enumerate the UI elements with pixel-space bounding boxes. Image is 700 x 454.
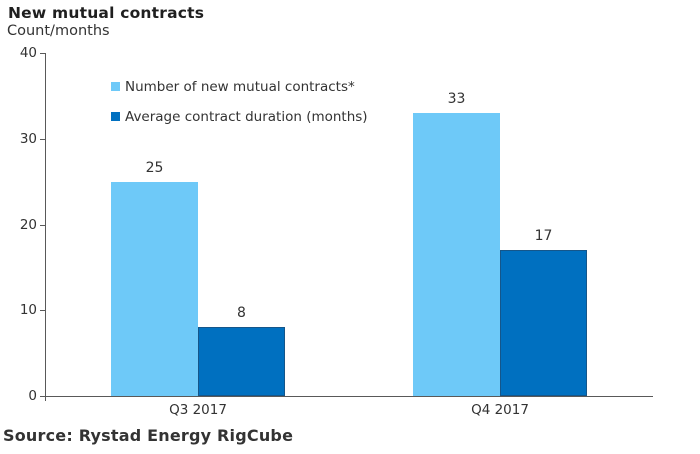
- y-axis-line: [45, 53, 46, 401]
- y-tick-mark-10: [40, 310, 45, 312]
- value-label-q4-2017-series1: 33: [447, 91, 466, 108]
- y-tick-mark-30: [40, 138, 45, 140]
- y-tick-label-40: 40: [19, 45, 37, 61]
- x-axis-label-q4-2017: Q4 2017: [471, 402, 529, 418]
- y-tick-label-30: 30: [19, 130, 37, 147]
- bar-q3-2017-series1: [111, 181, 198, 396]
- y-tick-label-0: 0: [28, 388, 37, 404]
- value-label-q3-2017-series2: 8: [237, 305, 246, 322]
- x-axis-line: [45, 396, 653, 397]
- value-label-q3-2017-series1: 25: [145, 159, 164, 176]
- legend-label: Average contract duration (months): [125, 108, 368, 125]
- y-tick-mark-0: [40, 396, 45, 397]
- y-tick-mark-40: [40, 53, 45, 54]
- bar-q3-2017-series2: [198, 327, 285, 396]
- legend-label: Number of new mutual contracts*: [125, 78, 355, 95]
- y-tick-mark-20: [40, 224, 45, 226]
- y-axis-unit-label: Count/months: [7, 23, 110, 39]
- legend-swatch-icon: [111, 112, 120, 121]
- legend-item-series2: Average contract duration (months): [111, 108, 368, 125]
- y-tick-label-10: 10: [19, 302, 37, 319]
- chart-title: New mutual contracts: [8, 4, 205, 22]
- legend-swatch-icon: [111, 82, 120, 91]
- bar-q4-2017-series2: [500, 250, 587, 396]
- y-tick-label-20: 20: [19, 216, 37, 233]
- bar-q4-2017-series1: [413, 113, 500, 396]
- legend-item-series1: Number of new mutual contracts*: [111, 78, 368, 95]
- source-note: Source: Rystad Energy RigCube: [3, 426, 294, 445]
- x-axis-label-q3-2017: Q3 2017: [169, 402, 227, 418]
- legend: Number of new mutual contracts* Average c…: [111, 78, 368, 138]
- value-label-q4-2017-series2: 17: [534, 228, 553, 245]
